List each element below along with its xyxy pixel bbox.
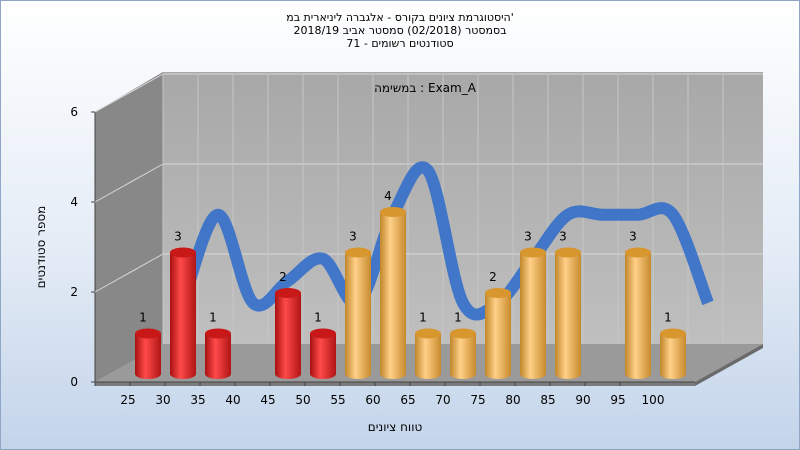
data-label-95: 3 — [629, 230, 637, 244]
y-tick-label: 0 — [70, 375, 78, 389]
x-tick-label: 65 — [400, 393, 415, 407]
x-tick-label: 100 — [642, 393, 665, 407]
right-edge — [695, 344, 763, 386]
data-label-100: 1 — [664, 311, 672, 325]
data-label-60: 4 — [384, 189, 392, 203]
bar-60 — [380, 207, 406, 379]
x-tick-label: 50 — [295, 393, 310, 407]
x-tick-label: 85 — [540, 393, 555, 407]
x-tick-label: 40 — [225, 393, 240, 407]
data-label-35: 1 — [209, 311, 217, 325]
data-label-70: 1 — [454, 311, 462, 325]
bar-95 — [625, 247, 651, 379]
bar-35 — [205, 328, 231, 379]
gridline-side — [94, 73, 164, 113]
chart-title-line1: היסטוגרמת ציונים בקורס - אלגברה ליניארית… — [286, 11, 514, 24]
data-label-45: 2 — [279, 270, 287, 284]
x-tick-label: 90 — [575, 393, 590, 407]
x-tick-label: 35 — [190, 393, 205, 407]
data-label-80: 3 — [524, 230, 532, 244]
chart-title-line3: סטודנטים רשומים - 71 — [346, 37, 454, 50]
x-tick-label: 45 — [260, 393, 275, 407]
bar-25 — [135, 328, 161, 379]
x-tick-label: 25 — [120, 393, 135, 407]
chart-subtitle: במשימה : Exam_A — [374, 81, 477, 95]
trend-line — [177, 161, 714, 321]
data-label-30: 3 — [174, 230, 182, 244]
bar-55 — [345, 247, 371, 379]
x-axis-label: טווח ציונים — [368, 420, 423, 434]
x-tick-label: 80 — [505, 393, 520, 407]
bar-100 — [660, 328, 686, 379]
x-tick-label: 75 — [470, 393, 485, 407]
data-label-85: 3 — [559, 230, 567, 244]
bar-80 — [520, 247, 546, 379]
back-wall — [163, 72, 763, 344]
bar-85 — [555, 247, 581, 379]
data-label-75: 2 — [489, 270, 497, 284]
data-label-55: 3 — [349, 230, 357, 244]
x-tick-label: 95 — [610, 393, 625, 407]
y-axis-label: מספר סטודנטים — [34, 206, 48, 289]
y-tick-label: 2 — [70, 285, 78, 299]
chart-title-line2: בסמסטר (02/2018) סמסטר אביב 2018/19 — [293, 24, 507, 37]
bar-75 — [485, 288, 511, 379]
data-label-65: 1 — [419, 311, 427, 325]
y-tick-label: 6 — [70, 105, 78, 119]
gridline-side — [94, 163, 164, 203]
x-tick-label: 30 — [155, 393, 170, 407]
bar-30 — [170, 247, 196, 379]
x-tick-label: 60 — [365, 393, 380, 407]
bar-70 — [450, 328, 476, 379]
gridline-side — [94, 253, 164, 293]
bar-65 — [415, 328, 441, 379]
bar-50 — [310, 328, 336, 379]
x-tick-label: 55 — [330, 393, 345, 407]
bar-45 — [275, 288, 301, 379]
y-tick-label: 4 — [70, 195, 78, 209]
data-label-25: 1 — [139, 311, 147, 325]
side-wall — [95, 72, 163, 382]
floor-front-edge — [95, 382, 695, 386]
data-label-50: 1 — [314, 311, 322, 325]
x-tick-label: 70 — [435, 393, 450, 407]
